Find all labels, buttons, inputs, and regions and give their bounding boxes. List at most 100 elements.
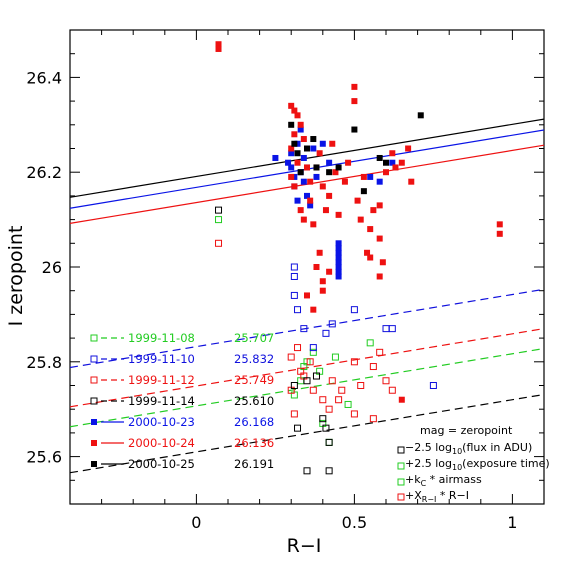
data-point-2000-10-24: [322, 207, 329, 214]
data-point-2000-10-23: [307, 202, 314, 209]
data-point-2000-10-24: [392, 164, 399, 171]
data-point-2000-10-24: [376, 273, 383, 280]
legend-date: 2000-10-24: [128, 436, 195, 450]
data-point-2000-10-24: [364, 249, 371, 256]
data-point-2000-10-24: [294, 112, 301, 119]
data-point-2000-10-24: [398, 396, 405, 403]
data-point-2000-10-24: [288, 145, 295, 152]
legend-date: 1999-11-10: [128, 352, 195, 366]
data-point-1999-11-10: [382, 325, 390, 333]
fit-lines-group: [69, 118, 545, 474]
data-point-2000-10-23: [367, 173, 374, 180]
data-point-2000-10-23: [300, 154, 307, 161]
data-point-2000-10-24: [297, 121, 304, 128]
data-point-2000-10-24: [288, 173, 295, 180]
data-point-1999-11-10: [290, 272, 298, 280]
data-point-2000-10-24: [389, 150, 396, 157]
data-point-2000-10-23: [335, 245, 342, 252]
data-point-2000-10-24: [332, 169, 339, 176]
data-point-2000-10-24: [304, 164, 310, 171]
legend-date: 2000-10-25: [128, 457, 195, 471]
data-point-1999-11-12: [215, 239, 223, 247]
formula-line-1: mag = zeropoint: [420, 424, 513, 437]
data-point-2000-10-24: [294, 159, 301, 166]
data-point-2000-10-24: [215, 45, 222, 52]
data-point-2000-10-24: [370, 207, 377, 214]
plot-frame-group: 0 0.5 1 25.6 25.8 26 26.2 26.4: [26, 29, 545, 532]
data-point-1999-11-14: [290, 382, 298, 389]
data-point-1999-11-12: [350, 410, 358, 418]
data-point-2000-10-23: [335, 259, 342, 266]
data-point-2000-10-24: [291, 183, 298, 190]
legend-marker: [90, 397, 98, 405]
legend-marker: [90, 334, 98, 342]
data-point-1999-11-10: [429, 382, 437, 389]
data-point-2000-10-23: [335, 264, 342, 270]
legend-value: 25.707: [234, 331, 274, 345]
data-point-2000-10-23: [288, 164, 295, 171]
legend-date: 1999-11-12: [128, 373, 195, 387]
fit-line-2000-10-24: [69, 144, 545, 224]
legend-value: 26.191: [234, 457, 274, 471]
data-point-1999-11-12: [338, 386, 346, 394]
data-point-2000-10-24: [405, 145, 412, 152]
data-point-1999-11-14: [215, 206, 223, 214]
data-points-group: [215, 41, 503, 475]
legend-value: 26.168: [234, 415, 274, 429]
data-point-2000-10-24: [291, 107, 298, 114]
data-point-2000-10-23: [294, 140, 301, 147]
data-point-2000-10-24: [329, 140, 336, 147]
data-point-1999-11-08: [215, 216, 223, 224]
data-point-2000-10-24: [351, 98, 358, 105]
data-point-1999-11-10: [322, 329, 330, 337]
data-point-1999-11-12: [357, 382, 365, 389]
legend: 1999-11-08 25.707 1999-11-10 25.832 1999-11-…: [90, 331, 274, 471]
data-point-1999-11-10: [350, 306, 358, 314]
legend-value: 25.610: [234, 394, 274, 408]
data-point-1999-11-12: [306, 358, 314, 366]
data-point-1999-11-14: [312, 372, 320, 380]
data-point-2000-10-24: [496, 221, 503, 228]
data-point-2000-10-24: [319, 278, 326, 285]
data-point-2000-10-23: [285, 159, 292, 166]
y-axis-title: I zeropoint: [5, 226, 27, 327]
data-point-2000-10-24: [379, 259, 386, 266]
data-point-2000-10-24: [297, 207, 304, 214]
data-point-2000-10-25: [313, 164, 320, 171]
data-point-2000-10-25: [376, 154, 383, 161]
data-point-2000-10-24: [319, 183, 326, 190]
data-point-1999-11-12: [382, 377, 390, 385]
data-point-2000-10-24: [383, 169, 389, 176]
x-axis-title: R−I: [287, 535, 322, 557]
data-point-2000-10-25: [288, 121, 295, 128]
legend-date: 1999-11-08: [128, 331, 195, 345]
data-point-2000-10-24: [376, 202, 383, 209]
formula-marker: [397, 493, 405, 501]
legend-value: 26.136: [234, 436, 274, 450]
data-point-2000-10-23: [272, 154, 279, 161]
data-point-1999-11-12: [388, 386, 396, 394]
data-point-2000-10-25: [383, 159, 389, 166]
data-point-2000-10-24: [310, 306, 317, 313]
legend-date: 1999-11-14: [128, 394, 195, 408]
data-point-1999-11-14: [319, 415, 327, 423]
data-point-1999-11-12: [290, 410, 298, 418]
data-point-2000-10-25: [326, 169, 333, 176]
data-point-1999-11-14: [325, 467, 333, 475]
data-point-2000-10-24: [288, 102, 295, 109]
y-tick-label: 26.2: [26, 163, 62, 182]
data-point-1999-11-12: [328, 377, 336, 385]
data-point-2000-10-24: [335, 211, 342, 218]
fit-line-1999-11-08: [69, 347, 545, 428]
data-point-2000-10-23: [313, 173, 320, 180]
data-point-2000-10-24: [304, 292, 310, 299]
legend-marker: [90, 376, 98, 384]
data-point-2000-10-24: [376, 235, 383, 242]
data-point-2000-10-24: [307, 178, 314, 185]
data-point-1999-11-12: [369, 415, 377, 423]
data-point-2000-10-23: [294, 197, 301, 204]
data-point-2000-10-24: [496, 230, 503, 237]
data-point-2000-10-25: [417, 112, 424, 119]
data-point-2000-10-24: [341, 178, 348, 185]
data-point-2000-10-24: [360, 173, 367, 180]
